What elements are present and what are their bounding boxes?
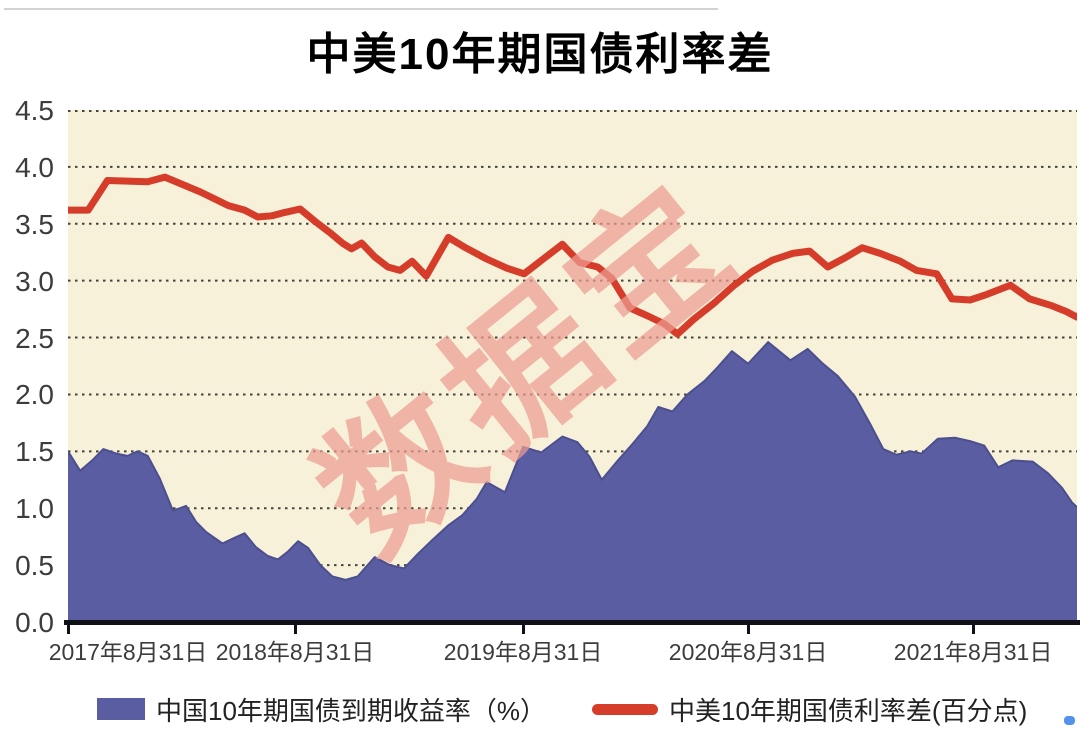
y-tick-label: 3.0 (15, 265, 54, 297)
area-series (68, 342, 1077, 622)
plot-svg (68, 110, 1077, 622)
y-tick-label: 2.0 (15, 379, 54, 411)
x-tick-label: 2021年8月31日 (893, 639, 1053, 665)
line-series (68, 173, 1077, 338)
window-edge-artifact (4, 8, 718, 10)
legend-item-line: 中美10年期国债利率差(百分点) (592, 688, 1027, 730)
x-tick-mark (66, 625, 70, 634)
legend: 中国10年期国债到期收益率（%） 中美10年期国债利率差(百分点) (0, 688, 1080, 730)
x-tick-mark (971, 625, 975, 634)
x-tick-label: 2019年8月31日 (443, 639, 603, 665)
legend-label-area: 中国10年期国债到期收益率（%） (156, 695, 547, 726)
y-tick-label: 4.0 (15, 151, 54, 183)
legend-label-line: 中美10年期国债利率差(百分点) (669, 695, 1028, 726)
y-tick-label: 1.0 (15, 493, 54, 525)
y-tick-label: 0.5 (15, 550, 54, 582)
legend-item-area: 中国10年期国债到期收益率（%） (97, 688, 546, 730)
y-axis: 0.0 0.5 1.0 1.5 2.0 2.5 3.0 3.5 4.0 4.5 (0, 95, 58, 638)
x-tick-label: 2017年8月31日 (48, 639, 208, 665)
x-tick-mark (746, 625, 750, 634)
x-tick-mark (521, 625, 525, 634)
chart-title: 中美10年期国债利率差 (306, 30, 774, 79)
x-tick-label: 2020年8月31日 (668, 639, 828, 665)
area-series-edge (68, 341, 1077, 581)
line-swatch-icon (592, 703, 658, 715)
y-tick-label: 0.0 (15, 607, 54, 638)
y-tick-label: 4.5 (15, 95, 54, 126)
x-tick-mark (293, 625, 297, 634)
x-tick-label: 2018年8月31日 (215, 639, 375, 665)
y-tick-label: 2.5 (15, 322, 54, 354)
x-axis-line (64, 620, 1080, 625)
x-axis: 2017年8月31日 2018年8月31日 2019年8月31日 2020年8月31日… (49, 625, 1077, 670)
plot-area: 数据宝 (68, 110, 1077, 622)
artifact-dot (1064, 716, 1075, 725)
area-swatch-icon (97, 698, 145, 720)
y-tick-label: 3.5 (15, 208, 54, 240)
y-tick-label: 1.5 (15, 436, 54, 468)
